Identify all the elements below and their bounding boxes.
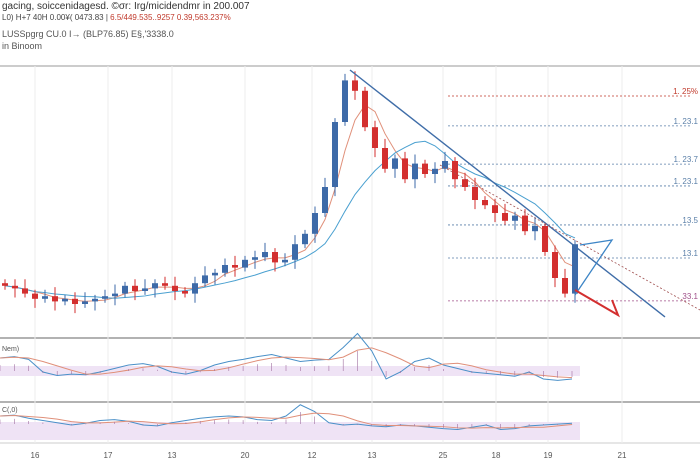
- candle-body: [292, 244, 298, 260]
- candle-body: [432, 168, 438, 174]
- x-tick-label: 13: [368, 451, 377, 460]
- candle-body: [352, 80, 358, 91]
- candle-body: [482, 200, 488, 206]
- candle-body: [132, 285, 138, 291]
- fib-level-label: 1. 23.7: [674, 155, 699, 164]
- fib-level-label: 1. 23.1: [674, 117, 699, 126]
- fib-level-label: 1. 23.1: [674, 177, 699, 186]
- x-tick-label: 19: [544, 451, 553, 460]
- candle-body: [532, 226, 538, 232]
- candle-body: [552, 252, 558, 278]
- candle-body: [382, 148, 388, 169]
- candle-body: [312, 213, 318, 234]
- x-tick-label: 18: [492, 451, 501, 460]
- x-tick-label: 17: [104, 451, 113, 460]
- dotted-trendline: [439, 164, 700, 311]
- candle-body: [472, 187, 478, 200]
- candle-body: [182, 291, 188, 294]
- ma-fast-line: [4, 104, 576, 302]
- candle-body: [462, 179, 468, 187]
- stats-text: L0) H+7 40H 0.00¥( 0473.83 |: [2, 13, 108, 22]
- x-tick-label: 12: [308, 451, 317, 460]
- candle-body: [162, 283, 168, 286]
- candle-body: [572, 244, 578, 294]
- fib-level-label: 1. 25%: [673, 87, 698, 96]
- ma-slow-line: [4, 140, 576, 299]
- candle-body: [142, 288, 148, 291]
- indicator2-label[interactable]: C(,0): [2, 407, 18, 414]
- candle-body: [282, 259, 288, 263]
- candle-body: [252, 257, 258, 260]
- candle-body: [262, 252, 268, 258]
- candle-body: [492, 205, 498, 213]
- candle-body: [272, 252, 278, 263]
- candle-body: [322, 187, 328, 213]
- candle-body: [242, 259, 248, 268]
- trendline: [349, 69, 666, 318]
- indicator1-band: [0, 366, 580, 376]
- candle-body: [522, 215, 528, 232]
- candle-body: [562, 278, 568, 294]
- candle-body: [122, 285, 128, 294]
- x-tick-label: 13: [168, 451, 177, 460]
- candle-body: [2, 283, 8, 286]
- candle-body: [92, 298, 98, 302]
- candle-body: [452, 161, 458, 180]
- candle-body: [72, 298, 78, 304]
- candle-body: [62, 298, 68, 302]
- indicator2-signal: [0, 412, 573, 429]
- candle-body: [422, 163, 428, 174]
- x-tick-label: 21: [618, 451, 627, 460]
- candle-body: [402, 158, 408, 180]
- x-tick-label: 20: [241, 451, 250, 460]
- candle-body: [202, 275, 208, 284]
- candle-body: [512, 215, 518, 221]
- indicator1-line: [0, 332, 573, 381]
- candle-body: [12, 285, 18, 289]
- candle-body: [52, 296, 58, 302]
- candle-body: [542, 226, 548, 252]
- candle-body: [362, 90, 368, 128]
- x-tick-label: 16: [31, 451, 40, 460]
- projection-down-arrow: [574, 289, 621, 318]
- candle-body: [82, 301, 88, 304]
- indicator1-label[interactable]: Nem): [2, 346, 20, 353]
- candle-body: [22, 288, 28, 294]
- symbol-info[interactable]: LUSSpgrg CU.0 I→ (BLP76.85) E§,'3338.0: [2, 29, 174, 39]
- ohlc-stats: L0) H+7 40H 0.00¥( 0473.83 | 6.5/449.535…: [2, 13, 231, 22]
- candle-body: [372, 127, 378, 148]
- candle-body: [112, 293, 118, 297]
- candle-body: [212, 272, 218, 276]
- candle-body: [502, 213, 508, 221]
- symbol-subtitle: in Binoom: [2, 41, 43, 51]
- stats-change: 6.5/449.535..9257 0.39,563.237%: [110, 13, 231, 22]
- candle-body: [152, 283, 158, 289]
- candle-body: [302, 233, 308, 245]
- candle-body: [172, 285, 178, 291]
- projection-up-arrow: [574, 239, 614, 296]
- candle-body: [222, 265, 228, 273]
- x-tick-label: 25: [439, 451, 448, 460]
- candle-body: [192, 283, 198, 294]
- indicator2-band: [0, 422, 580, 440]
- fib-level-label: 13.5: [682, 216, 698, 225]
- candle-body: [442, 161, 448, 169]
- candle-body: [32, 293, 38, 299]
- candle-body: [42, 296, 48, 299]
- candle-body: [232, 265, 238, 268]
- candle-body: [102, 296, 108, 299]
- candle-body: [342, 80, 348, 122]
- candle-body: [412, 163, 418, 180]
- fib-level-label: 13.1: [682, 249, 698, 258]
- candle-body: [392, 158, 398, 169]
- indicator2-line: [0, 404, 573, 431]
- indicator1-signal: [0, 347, 573, 379]
- fib-level-label: 33.1: [682, 292, 698, 301]
- candle-body: [332, 122, 338, 187]
- chart-title: gacing, soiccenidagesd. ©σr: Irg/miciden…: [2, 1, 250, 12]
